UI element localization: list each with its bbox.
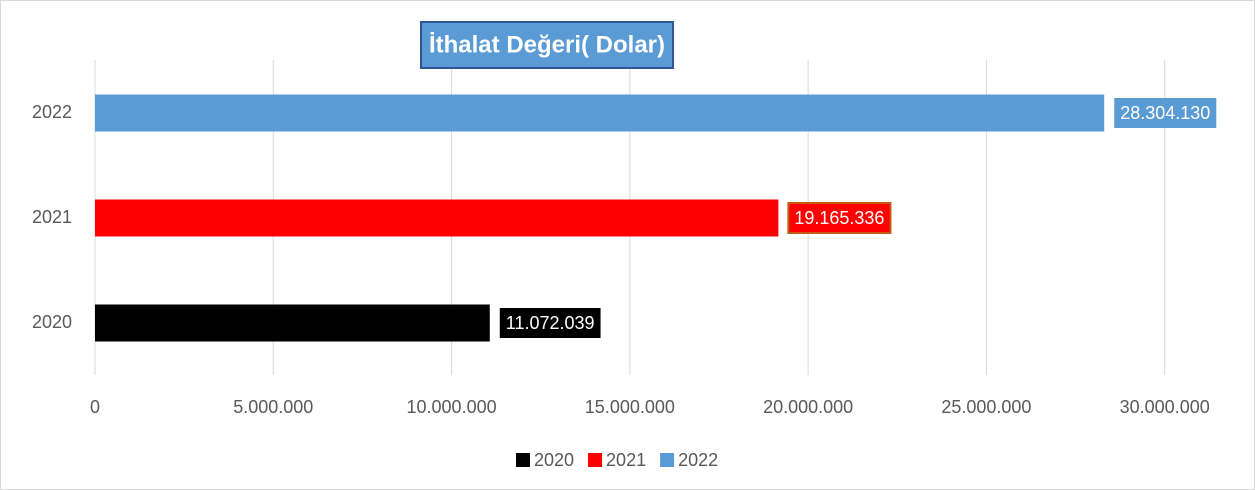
legend-swatch xyxy=(516,453,530,467)
data-label-text: 11.072.039 xyxy=(506,313,595,333)
data-label: 28.304.130 xyxy=(1114,98,1217,128)
y-tick-label: 2022 xyxy=(32,102,72,122)
y-tick-label: 2021 xyxy=(32,207,72,227)
x-tick-label: 15.000.000 xyxy=(585,397,675,417)
legend-swatch xyxy=(588,453,603,467)
bar xyxy=(95,199,779,237)
x-tick-label: 20.000.000 xyxy=(763,397,853,417)
bar xyxy=(95,304,490,342)
x-tick-label: 30.000.000 xyxy=(1120,397,1210,417)
data-label-box xyxy=(787,202,892,234)
x-tick-label: 25.000.000 xyxy=(941,397,1031,417)
data-label: 19.165.336 xyxy=(787,202,892,234)
x-tick-label: 5.000.000 xyxy=(233,397,313,417)
legend-label: 2022 xyxy=(678,450,718,470)
data-label-box xyxy=(1114,98,1217,128)
x-tick-label: 10.000.000 xyxy=(407,397,497,417)
legend-label: 2020 xyxy=(534,450,574,470)
y-tick-label: 2020 xyxy=(32,312,72,332)
title-box: İthalat Değeri( Dolar) xyxy=(419,21,675,69)
bar xyxy=(95,94,1105,132)
data-label-text: 19.165.336 xyxy=(794,208,884,228)
legend-label: 2021 xyxy=(606,450,646,470)
chart-title: İthalat Değeri( Dolar) xyxy=(429,31,665,58)
data-label-text: 28.304.130 xyxy=(1120,103,1210,123)
data-label-box xyxy=(499,308,601,338)
data-label: 11.072.039 xyxy=(499,308,601,338)
x-tick-label: 0 xyxy=(90,397,100,417)
legend-swatch xyxy=(660,453,675,467)
title-background xyxy=(419,21,675,69)
